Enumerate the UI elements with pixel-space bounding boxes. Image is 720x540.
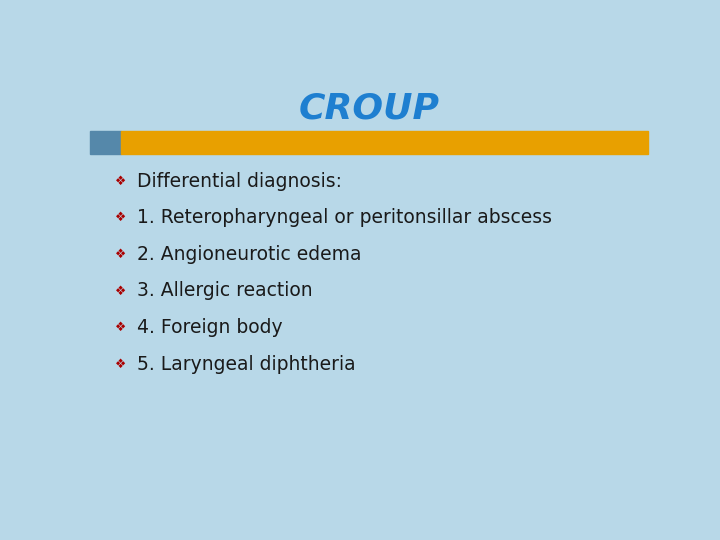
Text: 2. Angioneurotic edema: 2. Angioneurotic edema [138, 245, 362, 264]
Text: CROUP: CROUP [299, 91, 439, 125]
Bar [90, 131, 121, 154]
Text: 1. Reteropharyngeal or peritonsillar abscess: 1. Reteropharyngeal or peritonsillar abs… [138, 208, 552, 227]
Bar [121, 131, 648, 154]
Text: ❖: ❖ [115, 211, 126, 224]
Text: 3. Allergic reaction: 3. Allergic reaction [138, 281, 313, 300]
Text: 4. Foreign body: 4. Foreign body [138, 318, 283, 337]
Text: 5. Laryngeal diphtheria: 5. Laryngeal diphtheria [138, 355, 356, 374]
Text: Differential diagnosis:: Differential diagnosis: [138, 172, 343, 191]
Text: ❖: ❖ [115, 321, 126, 334]
Text: ❖: ❖ [115, 248, 126, 261]
Text: ❖: ❖ [115, 175, 126, 188]
Text: ❖: ❖ [115, 357, 126, 370]
Text: ❖: ❖ [115, 285, 126, 298]
